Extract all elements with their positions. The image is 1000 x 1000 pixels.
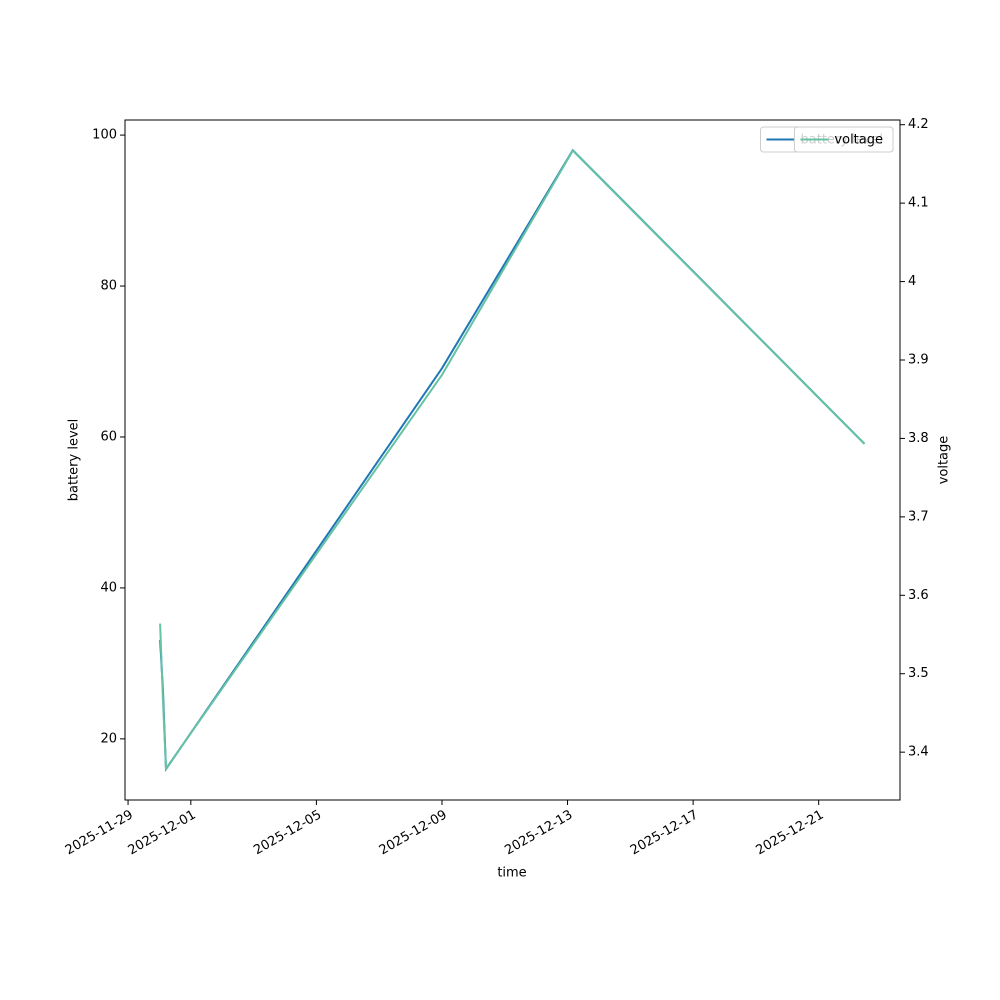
y2-tick-label: 3.9 — [908, 353, 929, 368]
plot-frame — [124, 119, 901, 801]
legend-box — [793, 126, 894, 153]
y2-tick-label: 3.5 — [908, 666, 929, 681]
y-axis-title: battery level — [67, 419, 82, 502]
y2-tick-label: 3.4 — [908, 745, 929, 760]
x-tick-label: 2025-12-13 — [502, 808, 575, 859]
y-tick-label: 20 — [100, 731, 117, 746]
y2-axis-title: voltage — [937, 436, 952, 485]
x-tick-label: 2025-11-29 — [63, 808, 136, 859]
y-tick-label: 100 — [92, 128, 117, 143]
y2-tick-label: 3.6 — [908, 588, 929, 603]
y2-tick-label: 3.7 — [908, 509, 929, 524]
y-tick-label: 40 — [100, 580, 117, 595]
data-line — [159, 148, 866, 772]
x-tick-label: 2025-12-17 — [628, 808, 701, 859]
x-tick-label: 2025-12-21 — [753, 808, 826, 859]
legend: voltage — [793, 126, 894, 153]
data-line — [159, 148, 866, 773]
y2-tick-label: 4 — [908, 274, 916, 289]
y2-tick-label: 4.1 — [908, 196, 929, 211]
y2-tick-label: 3.8 — [908, 431, 929, 446]
x-tick-label: 2025-12-09 — [377, 808, 450, 859]
x-tick-label: 2025-12-05 — [251, 808, 324, 859]
x-tick-label: 2025-12-01 — [126, 808, 199, 859]
y-tick-label: 60 — [100, 429, 117, 444]
y-tick-label: 80 — [100, 279, 117, 294]
x-axis-title: time — [497, 866, 526, 881]
y2-tick-label: 4.2 — [908, 117, 929, 132]
legend-label: voltage — [834, 133, 883, 148]
